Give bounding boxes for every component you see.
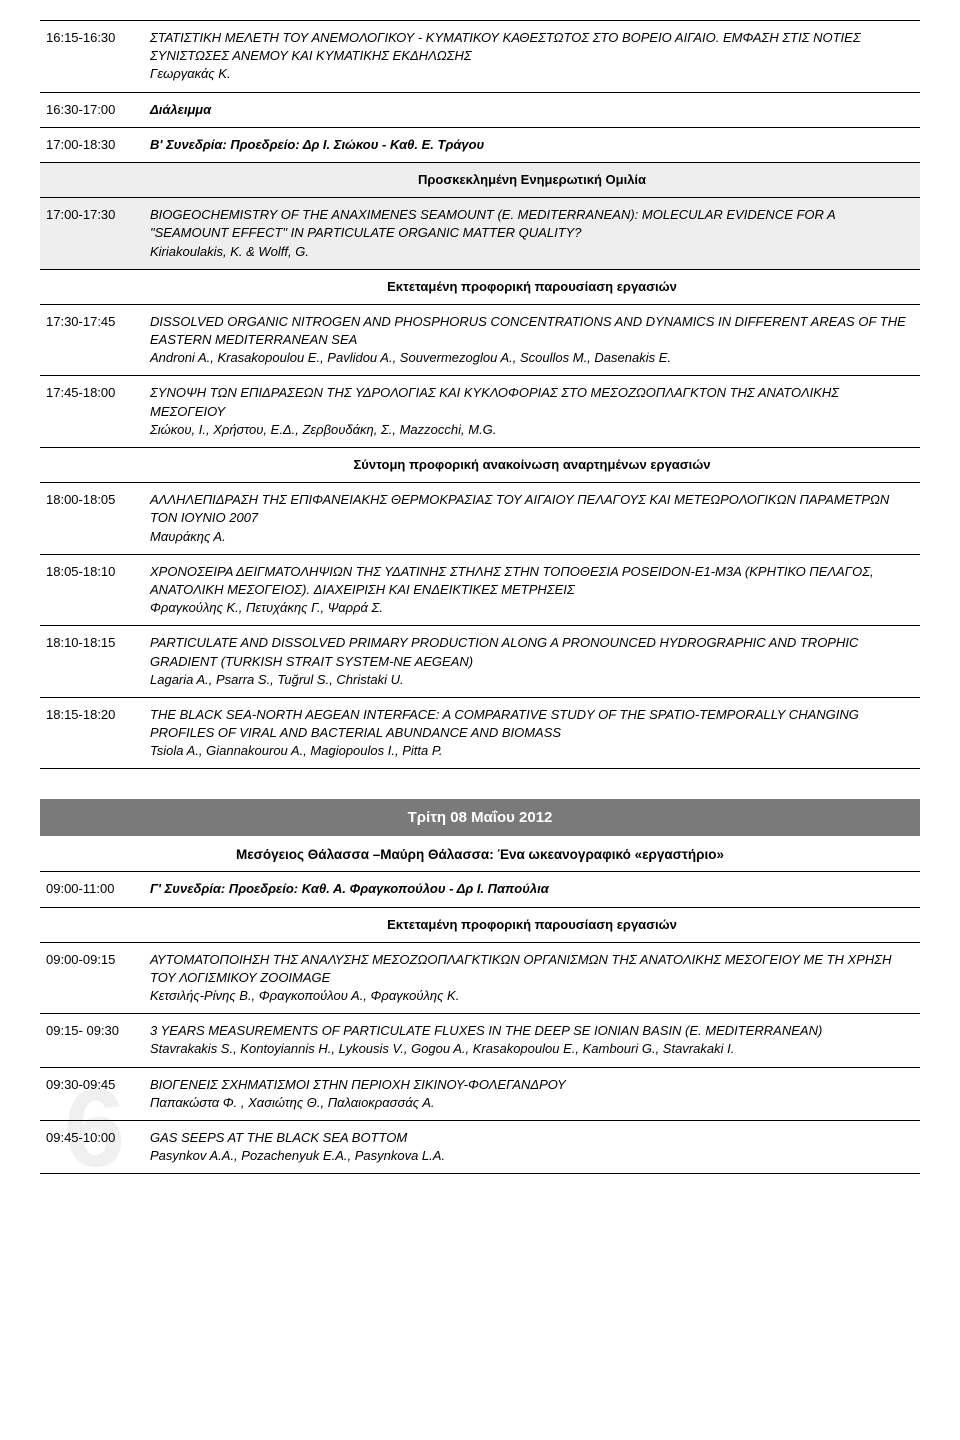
talk-title: GAS SEEPS AT THE BLACK SEA BOTTOM	[150, 1130, 407, 1145]
desc-cell: ΣΤΑΤΙΣΤΙΚΗ ΜΕΛΕΤΗ ΤΟΥ ΑΝΕΜΟΛΟΓΙΚΟΥ - ΚΥΜ…	[140, 21, 920, 93]
desc-cell: ΑΛΛΗΛΕΠΙΔΡΑΣΗ ΤΗΣ ΕΠΙΦΑΝΕΙΑΚΗΣ ΘΕΡΜΟΚΡΑΣ…	[140, 483, 920, 555]
time-cell: 17:30-17:45	[40, 304, 140, 376]
talk-title: THE BLACK SEA-NORTH AEGEAN INTERFACE: A …	[150, 707, 859, 740]
talk-authors: Stavrakakis S., Kontoyiannis H., Lykousi…	[150, 1041, 734, 1056]
time-cell: 17:00-17:30	[40, 198, 140, 270]
talk-title: ΧΡΟΝΟΣΕΙΡΑ ΔΕΙΓΜΑΤΟΛΗΨΙΩΝ ΤΗΣ ΥΔΑΤΙΝΗΣ Σ…	[150, 564, 874, 597]
talk-title: ΒΙΟΓΕΝΕΙΣ ΣΧΗΜΑΤΙΣΜΟΙ ΣΤΗΝ ΠΕΡΙΟΧΗ ΣΙΚΙΝ…	[150, 1077, 566, 1092]
talk-title: ΣΥΝΟΨΗ ΤΩΝ ΕΠΙΔΡΑΣΕΩΝ ΤΗΣ ΥΔΡΟΛΟΓΙΑΣ ΚΑΙ…	[150, 385, 839, 418]
table-row: 18:00-18:05 ΑΛΛΗΛΕΠΙΔΡΑΣΗ ΤΗΣ ΕΠΙΦΑΝΕΙΑΚ…	[40, 483, 920, 555]
table-row: 16:30-17:00 Διάλειμμα	[40, 92, 920, 127]
time-cell: 16:30-17:00	[40, 92, 140, 127]
desc-cell: 3 YEARS MEASUREMENTS OF PARTICULATE FLUX…	[140, 1014, 920, 1067]
section-header: Προσκεκλημένη Ενημερωτική Ομιλία	[140, 162, 920, 197]
desc-cell: PARTICULATE AND DISSOLVED PRIMARY PRODUC…	[140, 626, 920, 698]
section-header-row: Εκτεταμένη προφορική παρουσίαση εργασιών	[40, 269, 920, 304]
desc-cell: ΣΥΝΟΨΗ ΤΩΝ ΕΠΙΔΡΑΣΕΩΝ ΤΗΣ ΥΔΡΟΛΟΓΙΑΣ ΚΑΙ…	[140, 376, 920, 448]
table-row: 17:30-17:45 DISSOLVED ORGANIC NITROGEN A…	[40, 304, 920, 376]
table-row: 17:00-18:30 Β' Συνεδρία: Προεδρείο: Δρ Ι…	[40, 127, 920, 162]
page-container: 16:15-16:30 ΣΤΑΤΙΣΤΙΚΗ ΜΕΛΕΤΗ ΤΟΥ ΑΝΕΜΟΛ…	[40, 20, 920, 1174]
section-header: Εκτεταμένη προφορική παρουσίαση εργασιών	[140, 269, 920, 304]
desc-cell: DISSOLVED ORGANIC NITROGEN AND PHOSPHORU…	[140, 304, 920, 376]
time-cell-empty	[40, 269, 140, 304]
talk-title: 3 YEARS MEASUREMENTS OF PARTICULATE FLUX…	[150, 1023, 822, 1038]
time-cell: 09:00-09:15	[40, 942, 140, 1014]
talk-authors: Γεωργακάς Κ.	[150, 66, 231, 81]
desc-cell: THE BLACK SEA-NORTH AEGEAN INTERFACE: A …	[140, 697, 920, 769]
time-cell: 09:30-09:45	[40, 1067, 140, 1120]
time-cell-empty	[40, 907, 140, 942]
talk-authors: Androni A., Krasakopoulou E., Pavlidou A…	[150, 350, 671, 365]
time-cell: 18:15-18:20	[40, 697, 140, 769]
desc-cell: ΑΥΤΟΜΑΤΟΠΟΙΗΣΗ ΤΗΣ ΑΝΑΛΥΣΗΣ ΜΕΣΟΖΩΟΠΛΑΓΚ…	[140, 942, 920, 1014]
table-row: 18:15-18:20 THE BLACK SEA-NORTH AEGEAN I…	[40, 697, 920, 769]
time-cell: 18:00-18:05	[40, 483, 140, 555]
table-row: 09:45-10:00 GAS SEEPS AT THE BLACK SEA B…	[40, 1121, 920, 1174]
desc-cell: Γ' Συνεδρία: Προεδρείο: Καθ. Α. Φραγκοπο…	[140, 872, 920, 907]
time-cell: 09:45-10:00	[40, 1121, 140, 1174]
desc-cell: GAS SEEPS AT THE BLACK SEA BOTTOM Pasynk…	[140, 1121, 920, 1174]
talk-authors: Tsiola A., Giannakourou A., Magiopoulos …	[150, 743, 442, 758]
talk-authors: Σιώκου, Ι., Χρήστου, Ε.Δ., Ζερβουδάκη, Σ…	[150, 422, 496, 437]
time-cell: 18:10-18:15	[40, 626, 140, 698]
desc-cell: Β' Συνεδρία: Προεδρείο: Δρ Ι. Σιώκου - Κ…	[140, 127, 920, 162]
table-row: 09:30-09:45 ΒΙΟΓΕΝΕΙΣ ΣΧΗΜΑΤΙΣΜΟΙ ΣΤΗΝ Π…	[40, 1067, 920, 1120]
table-row: 17:45-18:00 ΣΥΝΟΨΗ ΤΩΝ ΕΠΙΔΡΑΣΕΩΝ ΤΗΣ ΥΔ…	[40, 376, 920, 448]
time-cell: 09:15- 09:30	[40, 1014, 140, 1067]
day-subtitle: Μεσόγειος Θάλασσα –Μαύρη Θάλασσα: Ένα ωκ…	[40, 836, 920, 871]
table-row: 16:15-16:30 ΣΤΑΤΙΣΤΙΚΗ ΜΕΛΕΤΗ ΤΟΥ ΑΝΕΜΟΛ…	[40, 21, 920, 93]
talk-authors: Κετσιλής-Ρίνης Β., Φραγκοπούλου Α., Φραγ…	[150, 988, 459, 1003]
schedule-table-monday: 16:15-16:30 ΣΤΑΤΙΣΤΙΚΗ ΜΕΛΕΤΗ ΤΟΥ ΑΝΕΜΟΛ…	[40, 20, 920, 769]
talk-authors: Παπακώστα Φ. , Χασιώτης Θ., Παλαιοκρασσά…	[150, 1095, 435, 1110]
time-cell-empty	[40, 162, 140, 197]
desc-cell: ΧΡΟΝΟΣΕΙΡΑ ΔΕΙΓΜΑΤΟΛΗΨΙΩΝ ΤΗΣ ΥΔΑΤΙΝΗΣ Σ…	[140, 554, 920, 626]
table-row: 09:00-09:15 ΑΥΤΟΜΑΤΟΠΟΙΗΣΗ ΤΗΣ ΑΝΑΛΥΣΗΣ …	[40, 942, 920, 1014]
table-row: 18:10-18:15 PARTICULATE AND DISSOLVED PR…	[40, 626, 920, 698]
time-cell: 17:45-18:00	[40, 376, 140, 448]
time-cell: 09:00-11:00	[40, 872, 140, 907]
section-header-row: Προσκεκλημένη Ενημερωτική Ομιλία	[40, 162, 920, 197]
time-cell-empty	[40, 448, 140, 483]
section-header: Εκτεταμένη προφορική παρουσίαση εργασιών	[140, 907, 920, 942]
schedule-table-tuesday: 09:00-11:00 Γ' Συνεδρία: Προεδρείο: Καθ.…	[40, 871, 920, 1174]
section-header: Σύντομη προφορική ανακοίνωση αναρτημένων…	[140, 448, 920, 483]
table-row: 09:15- 09:30 3 YEARS MEASUREMENTS OF PAR…	[40, 1014, 920, 1067]
talk-authors: Kiriakoulakis, K. & Wolff, G.	[150, 244, 309, 259]
day-banner: Τρίτη 08 Μαΐου 2012	[40, 799, 920, 836]
table-row: 17:00-17:30 BIOGEOCHEMISTRY OF THE ANAXI…	[40, 198, 920, 270]
talk-title: BIOGEOCHEMISTRY OF THE ANAXIMENES SEAMOU…	[150, 207, 835, 240]
talk-title: ΑΛΛΗΛΕΠΙΔΡΑΣΗ ΤΗΣ ΕΠΙΦΑΝΕΙΑΚΗΣ ΘΕΡΜΟΚΡΑΣ…	[150, 492, 889, 525]
section-header-row: Εκτεταμένη προφορική παρουσίαση εργασιών	[40, 907, 920, 942]
talk-title: ΣΤΑΤΙΣΤΙΚΗ ΜΕΛΕΤΗ ΤΟΥ ΑΝΕΜΟΛΟΓΙΚΟΥ - ΚΥΜ…	[150, 30, 861, 63]
talk-authors: Μαυράκης Α.	[150, 529, 226, 544]
time-cell: 17:00-18:30	[40, 127, 140, 162]
talk-authors: Lagaria A., Psarra S., Tuğrul S., Christ…	[150, 672, 404, 687]
talk-authors: Pasynkov A.A., Pozachenyuk E.A., Pasynko…	[150, 1148, 445, 1163]
talk-title: PARTICULATE AND DISSOLVED PRIMARY PRODUC…	[150, 635, 858, 668]
section-header-row: Σύντομη προφορική ανακοίνωση αναρτημένων…	[40, 448, 920, 483]
table-row: 09:00-11:00 Γ' Συνεδρία: Προεδρείο: Καθ.…	[40, 872, 920, 907]
talk-title: ΑΥΤΟΜΑΤΟΠΟΙΗΣΗ ΤΗΣ ΑΝΑΛΥΣΗΣ ΜΕΣΟΖΩΟΠΛΑΓΚ…	[150, 952, 891, 985]
time-cell: 18:05-18:10	[40, 554, 140, 626]
desc-cell: ΒΙΟΓΕΝΕΙΣ ΣΧΗΜΑΤΙΣΜΟΙ ΣΤΗΝ ΠΕΡΙΟΧΗ ΣΙΚΙΝ…	[140, 1067, 920, 1120]
desc-cell: Διάλειμμα	[140, 92, 920, 127]
time-cell: 16:15-16:30	[40, 21, 140, 93]
talk-title: DISSOLVED ORGANIC NITROGEN AND PHOSPHORU…	[150, 314, 906, 347]
table-row: 18:05-18:10 ΧΡΟΝΟΣΕΙΡΑ ΔΕΙΓΜΑΤΟΛΗΨΙΩΝ ΤΗ…	[40, 554, 920, 626]
desc-cell: BIOGEOCHEMISTRY OF THE ANAXIMENES SEAMOU…	[140, 198, 920, 270]
talk-authors: Φραγκούλης Κ., Πετυχάκης Γ., Ψαρρά Σ.	[150, 600, 383, 615]
